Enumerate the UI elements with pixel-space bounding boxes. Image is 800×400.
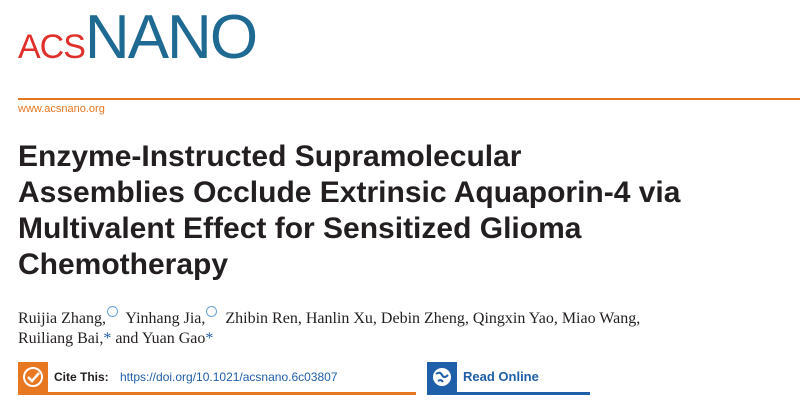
title-line: Assemblies Occlude Extrinsic Aquaporin-4… <box>18 176 681 209</box>
author[interactable]: Ruijia Zhang, <box>18 310 106 327</box>
journal-prefix: ACS <box>18 28 86 66</box>
title-line: Enzyme-Instructed Supramolecular <box>18 140 522 173</box>
read-online-label[interactable]: Read Online <box>463 369 539 384</box>
doi-link[interactable]: https://doi.org/10.1021/acsnano.6c03807 <box>120 370 338 384</box>
author[interactable]: Zhibin Ren, Hanlin Xu, Debin Zheng, Qing… <box>225 310 641 327</box>
journal-logo: ACSNANO <box>18 2 258 73</box>
corresponding-mark: * <box>103 330 112 347</box>
globe-icon <box>427 362 457 392</box>
cite-box: Cite This: https://doi.org/10.1021/acsna… <box>18 362 416 395</box>
journal-name: NANO <box>84 3 258 72</box>
title-line: Multivalent Effect for Sensitized Glioma <box>18 212 582 245</box>
cite-label: Cite This: <box>54 370 109 384</box>
corresponding-mark: * <box>205 330 214 347</box>
author[interactable]: Yinhang Jia, <box>125 310 206 327</box>
cite-icon <box>18 362 48 392</box>
author-line: Ruijia Zhang, Yinhang Jia, Zhibin Ren, H… <box>18 306 640 328</box>
author-line: Ruiliang Bai,* and Yuan Gao* <box>18 330 213 348</box>
journal-url[interactable]: www.acsnano.org <box>18 103 105 115</box>
orcid-icon[interactable] <box>206 306 218 317</box>
header-rule <box>18 98 800 100</box>
author[interactable]: and Yuan Gao <box>115 330 206 347</box>
author[interactable]: Ruiliang Bai, <box>18 330 104 347</box>
title-line: Chemotherapy <box>18 248 229 281</box>
read-online-box[interactable]: Read Online <box>427 362 590 395</box>
orcid-icon[interactable] <box>106 306 118 317</box>
